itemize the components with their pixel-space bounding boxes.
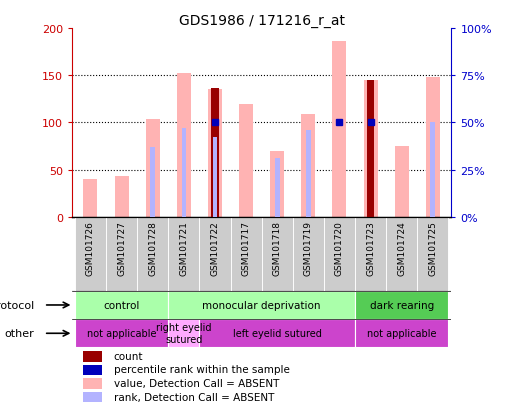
Bar bbox=[75, 217, 106, 291]
Bar bbox=[430, 123, 435, 217]
Bar bbox=[270, 151, 284, 217]
Bar bbox=[106, 217, 137, 291]
Bar bbox=[293, 217, 324, 291]
Bar bbox=[386, 217, 417, 291]
Text: value, Detection Call = ABSENT: value, Detection Call = ABSENT bbox=[113, 378, 279, 388]
Text: not applicable: not applicable bbox=[367, 328, 437, 339]
Bar bbox=[239, 105, 253, 217]
Text: left eyelid sutured: left eyelid sutured bbox=[233, 328, 322, 339]
Bar bbox=[306, 131, 311, 217]
Text: rank, Detection Call = ABSENT: rank, Detection Call = ABSENT bbox=[113, 392, 274, 402]
Bar bbox=[114, 177, 129, 217]
Bar bbox=[355, 319, 448, 348]
Text: GSM101720: GSM101720 bbox=[335, 221, 344, 275]
Bar bbox=[275, 159, 280, 217]
Text: GSM101718: GSM101718 bbox=[273, 221, 282, 276]
Bar bbox=[230, 217, 262, 291]
Text: percentile rank within the sample: percentile rank within the sample bbox=[113, 364, 289, 374]
Text: GSM101722: GSM101722 bbox=[210, 221, 220, 275]
Bar bbox=[355, 217, 386, 291]
Bar bbox=[200, 319, 355, 348]
Bar bbox=[262, 217, 293, 291]
Text: dark rearing: dark rearing bbox=[369, 300, 434, 310]
Bar bbox=[83, 378, 102, 389]
Bar bbox=[177, 74, 191, 217]
Bar bbox=[83, 392, 102, 402]
Bar bbox=[75, 291, 168, 319]
Bar bbox=[168, 291, 355, 319]
Bar bbox=[332, 42, 346, 217]
Text: other: other bbox=[5, 328, 34, 339]
Text: GSM101724: GSM101724 bbox=[397, 221, 406, 275]
Bar bbox=[211, 89, 219, 217]
Bar bbox=[301, 114, 315, 217]
Bar bbox=[84, 180, 97, 217]
Bar bbox=[75, 319, 168, 348]
Text: GSM101721: GSM101721 bbox=[180, 221, 188, 275]
Bar bbox=[137, 217, 168, 291]
Bar bbox=[200, 217, 230, 291]
Bar bbox=[212, 138, 218, 217]
Text: protocol: protocol bbox=[0, 300, 34, 310]
Text: GSM101719: GSM101719 bbox=[304, 221, 313, 276]
Bar bbox=[168, 217, 200, 291]
Text: monocular deprivation: monocular deprivation bbox=[203, 300, 321, 310]
Title: GDS1986 / 171216_r_at: GDS1986 / 171216_r_at bbox=[179, 14, 345, 28]
Bar bbox=[83, 365, 102, 375]
Bar bbox=[394, 147, 409, 217]
Text: GSM101727: GSM101727 bbox=[117, 221, 126, 275]
Text: GSM101728: GSM101728 bbox=[148, 221, 157, 275]
Bar bbox=[150, 147, 155, 217]
Bar bbox=[426, 78, 440, 217]
Text: right eyelid
sutured: right eyelid sutured bbox=[156, 323, 211, 344]
Text: GSM101726: GSM101726 bbox=[86, 221, 95, 275]
Text: GSM101725: GSM101725 bbox=[428, 221, 437, 275]
Text: not applicable: not applicable bbox=[87, 328, 156, 339]
Text: control: control bbox=[104, 300, 140, 310]
Text: GSM101723: GSM101723 bbox=[366, 221, 375, 275]
Bar bbox=[355, 291, 448, 319]
Bar bbox=[324, 217, 355, 291]
Bar bbox=[367, 81, 374, 217]
Bar bbox=[208, 90, 222, 217]
Bar bbox=[146, 119, 160, 217]
Bar bbox=[182, 129, 186, 217]
Bar bbox=[83, 351, 102, 362]
Bar bbox=[168, 319, 200, 348]
Text: GSM101717: GSM101717 bbox=[242, 221, 250, 276]
Text: count: count bbox=[113, 351, 143, 361]
Bar bbox=[417, 217, 448, 291]
Bar bbox=[364, 81, 378, 217]
